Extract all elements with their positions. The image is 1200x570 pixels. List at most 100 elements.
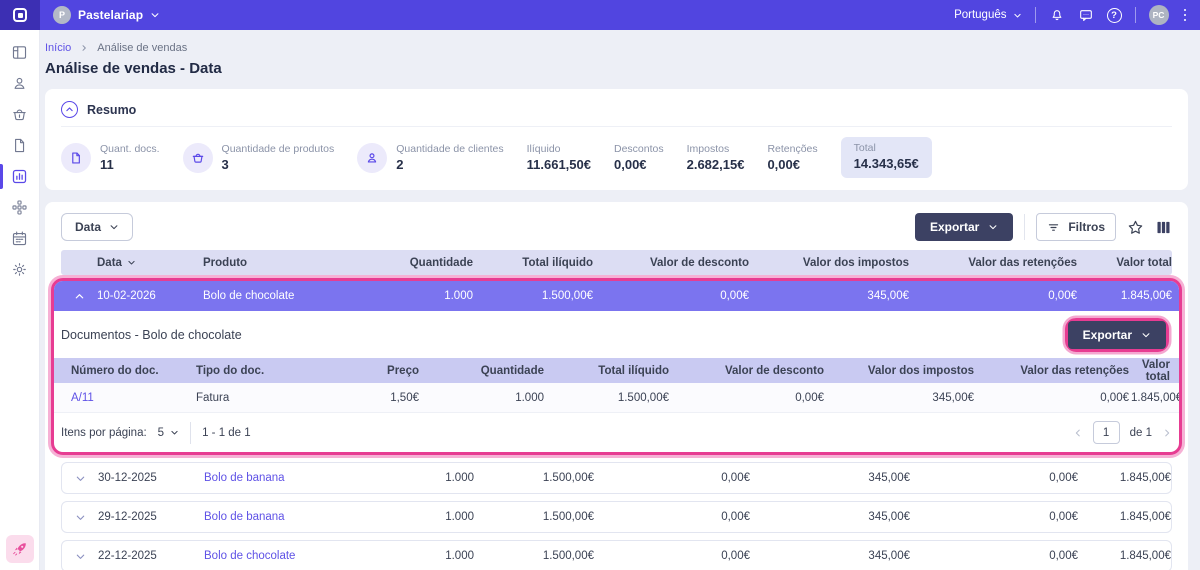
stat-client-count: Quantidade de clientes 2 — [357, 142, 504, 173]
documents-export-button[interactable]: Exportar — [1067, 321, 1166, 349]
expand-row-icon[interactable] — [75, 473, 86, 484]
summary-collapse-button[interactable] — [61, 101, 78, 118]
cell-date: 29-12-2025 — [98, 511, 157, 523]
documents-panel-header: Documentos - Bolo de chocolate Exportar — [54, 311, 1179, 358]
cell-date: 30-12-2025 — [98, 472, 157, 484]
group-by-dropdown[interactable]: Data — [61, 213, 134, 241]
sidebar-item-products[interactable] — [0, 99, 40, 130]
chevron-down-icon — [1013, 13, 1021, 17]
onboarding-rocket-button[interactable] — [6, 535, 34, 563]
pagination-divider — [190, 421, 192, 444]
doc-column-valor-retencoes: Valor das retenções — [1020, 364, 1129, 377]
workspace-switcher[interactable]: P Pastelariap — [53, 6, 160, 24]
stat-value: 2 — [396, 157, 404, 172]
doc-column-total-iliquido: Total ilíquido — [598, 364, 669, 377]
filter-icon — [1049, 223, 1059, 231]
doc-column-valor-impostos: Valor dos impostos — [867, 364, 974, 377]
sidebar-item-documents[interactable] — [0, 130, 40, 161]
chevron-left-icon[interactable] — [1073, 428, 1083, 438]
cell-net: 1.500,00€ — [542, 472, 594, 484]
integrations-icon — [12, 200, 27, 215]
sidebar-item-integrations[interactable] — [0, 192, 40, 223]
cell-discount: 0,00€ — [721, 511, 750, 523]
expanded-table-row[interactable]: 10-02-2026 Bolo de chocolate 1.000 1.500… — [54, 281, 1179, 311]
clients-icon — [14, 77, 25, 89]
expand-row-icon[interactable] — [75, 551, 86, 562]
cell-product-link[interactable]: Bolo de chocolate — [204, 550, 296, 562]
app-logo-icon — [13, 8, 27, 22]
chevron-right-icon[interactable] — [1162, 428, 1172, 438]
favorite-star-icon[interactable] — [1127, 219, 1144, 236]
table-row[interactable]: 29-12-2025 Bolo de banana 1.000 1.500,00… — [61, 501, 1172, 533]
stat-retentions: Retenções 0,00€ — [767, 143, 818, 172]
user-avatar[interactable]: PC — [1148, 5, 1169, 25]
doc-column-valor-total: Valor total — [1141, 358, 1170, 383]
cell-total: 1.845,00€ — [1119, 472, 1171, 484]
cell-product-link[interactable]: Bolo de banana — [204, 511, 285, 523]
main-content: Início Análise de vendas Análise de vend… — [40, 30, 1200, 570]
cell-discount: 0,00€ — [721, 472, 750, 484]
stat-label: Quantidade de clientes — [396, 143, 504, 155]
items-per-page-label: Itens por página: — [61, 426, 147, 439]
sidebar-item-calendar[interactable] — [0, 223, 40, 254]
cell-retentions: 0,00€ — [1048, 290, 1077, 302]
cell-taxes: 345,00€ — [867, 290, 909, 302]
sidebar-item-settings[interactable] — [0, 254, 40, 285]
cell-product-link[interactable]: Bolo de banana — [204, 472, 285, 484]
doc-column-quantidade: Quantidade — [480, 364, 544, 377]
cell-quantity: 1.000 — [444, 290, 473, 302]
doc-taxes: 345,00€ — [932, 391, 974, 404]
column-header-valor-total[interactable]: Valor total — [1116, 256, 1172, 269]
sidebar-item-clients[interactable] — [0, 68, 40, 99]
doc-total: 1.845,00€ — [1131, 391, 1182, 404]
sidebar-item-dashboard[interactable] — [0, 37, 40, 68]
stat-label: Quant. docs. — [100, 143, 160, 155]
page-title: Análise de vendas - Data — [45, 60, 222, 77]
chat-icon[interactable] — [1078, 7, 1094, 23]
basket-icon — [192, 153, 203, 163]
doc-type: Fatura — [196, 391, 230, 404]
toolbar-divider — [1024, 214, 1026, 240]
sort-chevron-icon — [128, 260, 135, 265]
stat-total: Total 14.343,65€ — [840, 137, 932, 178]
breadcrumb-home-link[interactable]: Início — [45, 42, 72, 54]
cell-retentions: 0,00€ — [1049, 511, 1078, 523]
notifications-bell-icon[interactable] — [1049, 7, 1065, 23]
chevron-down-icon — [989, 225, 997, 230]
topbar-divider — [1134, 7, 1136, 23]
columns-icon[interactable] — [1155, 219, 1172, 236]
language-label: Português — [954, 9, 1007, 21]
column-header-data[interactable]: Data — [97, 257, 203, 269]
cell-taxes: 345,00€ — [868, 511, 910, 523]
filters-button[interactable]: Filtros — [1036, 213, 1116, 241]
column-header-produto[interactable]: Produto — [203, 256, 248, 269]
cell-retentions: 0,00€ — [1049, 472, 1078, 484]
language-selector[interactable]: Português — [954, 9, 1021, 21]
table-row[interactable]: 30-12-2025 Bolo de banana 1.000 1.500,00… — [61, 462, 1172, 494]
column-header-quantidade[interactable]: Quantidade — [409, 256, 473, 269]
table-row[interactable]: 22-12-2025 Bolo de chocolate 1.000 1.500… — [61, 540, 1172, 570]
sidebar — [0, 30, 40, 570]
table-header-row: Data Produto Quantidade Total ilíquido V… — [61, 250, 1172, 275]
sidebar-item-analytics[interactable] — [0, 161, 40, 192]
dashboard-icon — [12, 46, 27, 59]
items-per-page-select[interactable]: 5 — [158, 427, 179, 439]
export-button[interactable]: Exportar — [914, 213, 1014, 241]
kebab-menu-icon[interactable] — [1182, 7, 1189, 24]
column-header-valor-impostos[interactable]: Valor dos impostos — [802, 256, 909, 269]
app-logo[interactable] — [0, 0, 40, 30]
expand-row-icon[interactable] — [75, 512, 86, 523]
column-header-valor-desconto[interactable]: Valor de desconto — [649, 256, 749, 269]
stat-discounts: Descontos 0,00€ — [614, 143, 664, 172]
help-icon[interactable]: ? — [1106, 7, 1122, 23]
doc-number-link[interactable]: A/11 — [71, 391, 94, 404]
stat-product-count: Quantidade de produtos 3 — [182, 142, 334, 173]
column-header-valor-retencoes[interactable]: Valor das retenções — [968, 256, 1077, 269]
annotation-highlight-box: 10-02-2026 Bolo de chocolate 1.000 1.500… — [51, 278, 1182, 455]
documents-icon — [15, 138, 25, 153]
summary-card: Resumo Quant. docs. 11 Quantidade de prod… — [45, 89, 1188, 190]
column-header-total-iliquido[interactable]: Total ilíquido — [522, 256, 593, 269]
collapse-row-icon[interactable] — [74, 291, 85, 302]
page-number-input[interactable] — [1092, 421, 1120, 444]
settings-gear-icon — [13, 263, 26, 276]
